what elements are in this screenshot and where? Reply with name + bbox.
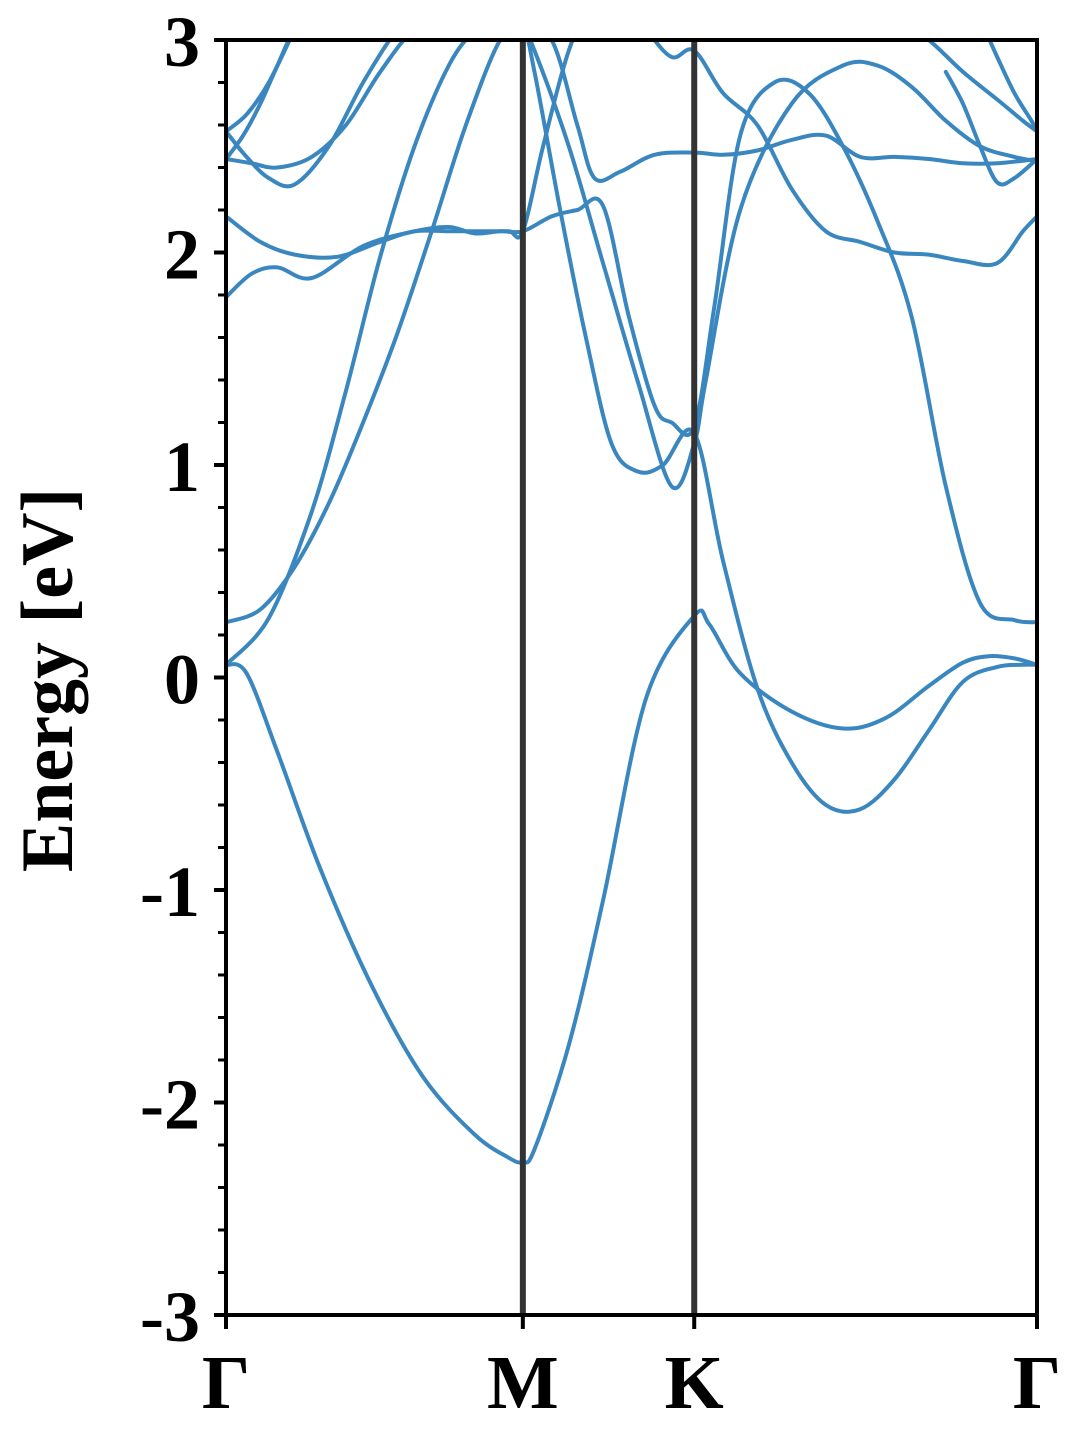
x-tick-label-3: K [665,1341,724,1425]
y-tick-label: -2 [140,1065,200,1145]
y-axis-title: Energy [eV] [7,488,89,872]
band-line-6 [226,40,1037,183]
band-line-12 [987,40,1037,134]
kpoint-dividers [519,40,698,1315]
x-tick-label-2: M [487,1341,559,1425]
band-line-2 [226,40,1037,667]
y-tick-label: -3 [140,1277,200,1357]
y-tick-label: -1 [140,852,200,932]
band-line-4 [226,77,1037,625]
x-tick-label-4: Γ [1013,1341,1061,1425]
band-line-10 [943,69,1037,187]
x-tick-label-1: Γ [202,1341,250,1425]
y-tick-label: 0 [164,640,200,720]
band-line-3 [226,40,1037,814]
y-axis: -3 -2 -1 0 1 2 3 [140,2,226,1357]
band-lines [226,40,1037,1165]
band-line-9 [226,40,291,161]
band-line-5 [226,40,1037,268]
y-tick-label: 1 [164,427,200,507]
y-tick-label: 3 [164,2,200,82]
y-tick-label: 2 [164,215,200,295]
band-line-11 [925,40,1037,134]
band-line-1 [226,608,1037,1165]
band-line-7 [226,40,393,189]
plot-frame [224,38,1039,1317]
